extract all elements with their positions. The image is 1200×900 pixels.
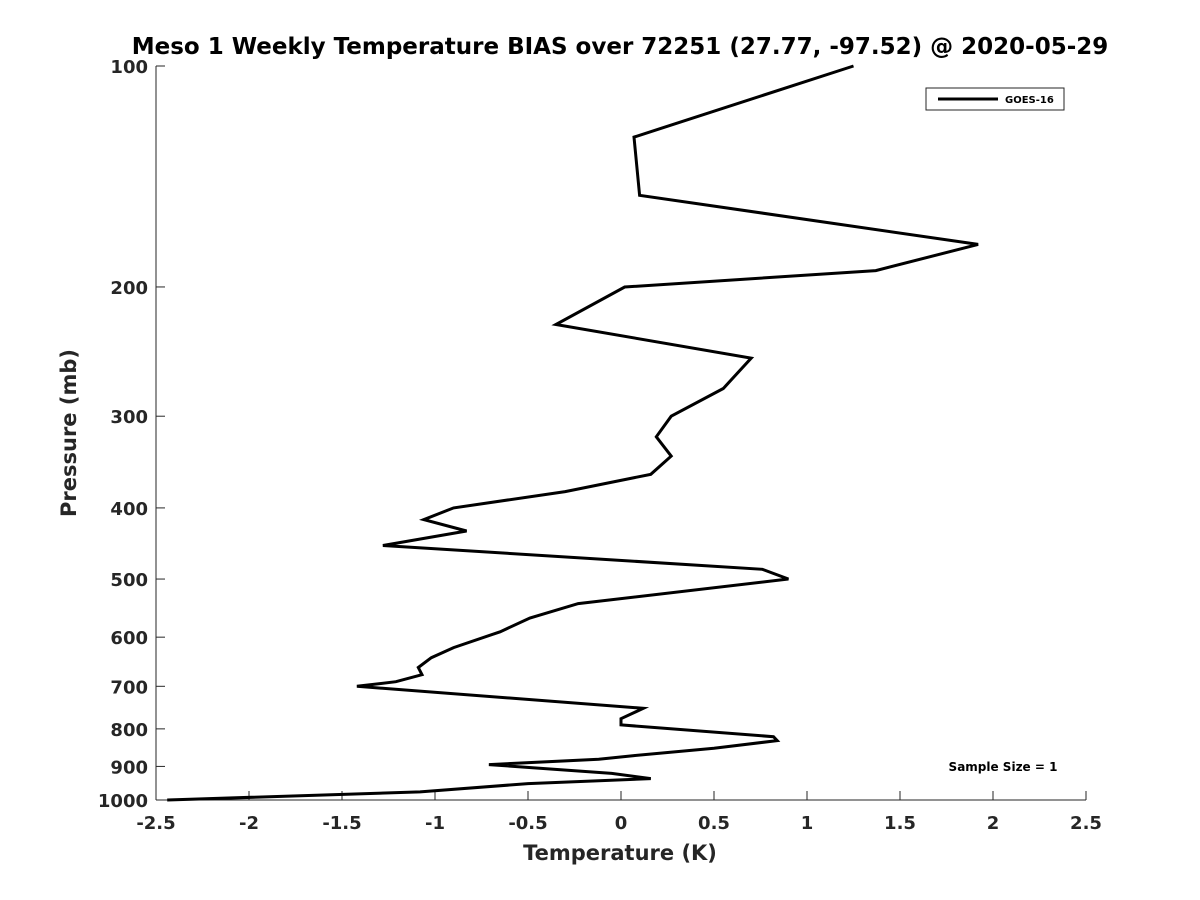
y-tick-label: 100 [110,57,148,78]
y-tick-label: 800 [110,720,148,741]
x-tick-label: -2.5 [136,813,175,834]
series-group [167,64,979,802]
y-tick-label: 400 [110,499,148,520]
x-tick-label: 0 [615,813,628,834]
y-tick-label: 700 [110,677,148,698]
y-ticks: 100 200 300 400 500 600 700 800 900 1000 [98,57,165,812]
y-axis-label: Pressure (mb) [57,349,81,517]
x-ticks: -2.5 -2 -1.5 -1 -0.5 0 0.5 1 1.5 2 2.5 [136,791,1102,834]
x-tick-label: -2 [239,813,259,834]
x-tick-label: 2.5 [1070,813,1102,834]
x-tick-label: -1.5 [322,813,361,834]
x-tick-label: -1 [425,813,445,834]
legend-label-goes-16: GOES-16 [1005,95,1054,106]
x-tick-label: -0.5 [508,813,547,834]
x-tick-label: 1 [801,813,814,834]
legend: GOES-16 [925,87,1065,111]
x-tick-label: 1.5 [884,813,916,834]
chart-title: Meso 1 Weekly Temperature BIAS over 7225… [132,34,1109,60]
y-tick-label: 200 [110,278,148,299]
y-tick-label: 600 [110,628,148,649]
x-tick-label: 0.5 [698,813,730,834]
y-tick-label: 500 [110,570,148,591]
sample-size-annotation: Sample Size = 1 [949,760,1058,774]
x-tick-label: 2 [987,813,1000,834]
x-axis-label: Temperature (K) [523,841,717,865]
y-tick-label: 900 [110,757,148,778]
y-tick-label: 1000 [98,791,148,812]
series-line-goes-16 [167,64,979,802]
y-tick-label: 300 [110,407,148,428]
